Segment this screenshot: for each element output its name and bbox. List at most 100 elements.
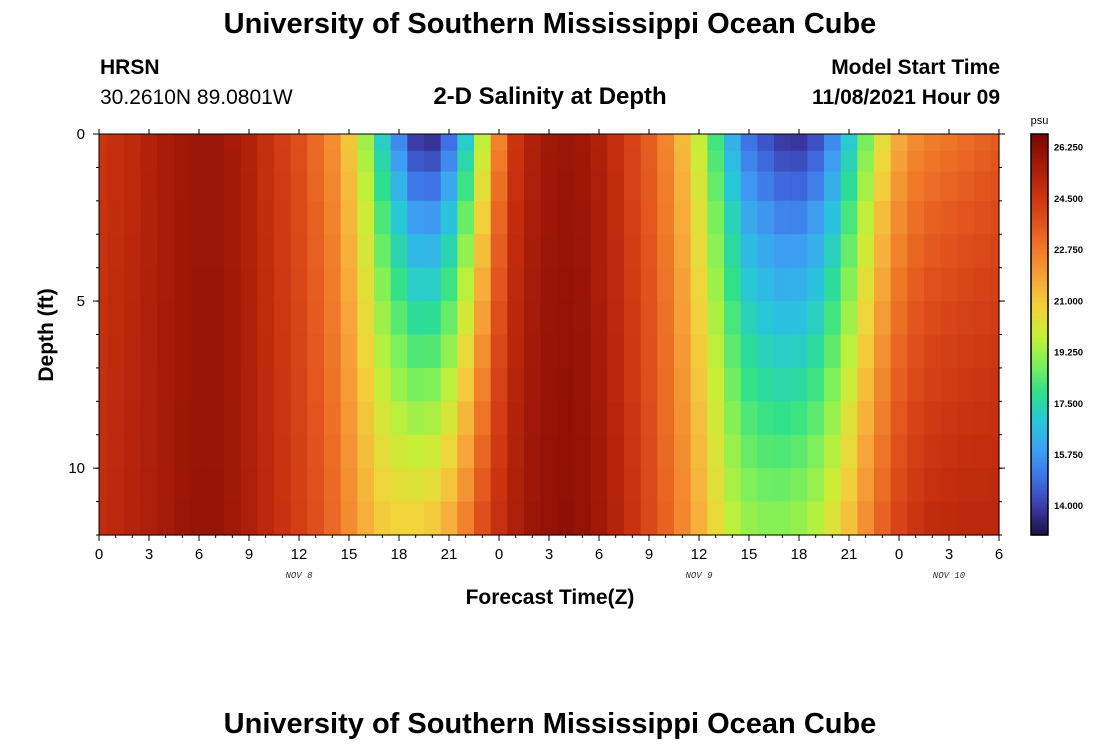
heatmap-cell xyxy=(524,134,542,152)
heatmap-cell xyxy=(740,401,758,436)
heatmap-cell xyxy=(690,367,708,402)
colorbar-segment xyxy=(1031,429,1048,433)
colorbar-segment xyxy=(1031,419,1048,423)
heatmap-cell xyxy=(590,434,608,469)
heatmap-cell xyxy=(274,234,292,269)
heatmap-cell xyxy=(224,401,242,436)
heatmap-cell xyxy=(674,234,692,269)
heatmap-cell xyxy=(390,200,408,235)
colorbar-segment xyxy=(1031,274,1048,278)
heatmap-cell xyxy=(257,200,275,235)
colorbar-segment xyxy=(1031,301,1048,306)
heatmap-cell xyxy=(274,267,292,302)
heatmap-cell xyxy=(674,150,692,173)
colorbar-segment xyxy=(1031,512,1048,516)
x-tick-label: 6 xyxy=(195,546,203,563)
heatmap-cell xyxy=(257,150,275,173)
heatmap-cell xyxy=(490,401,508,436)
heatmap-cell xyxy=(507,171,525,202)
colorbar-segment xyxy=(1031,449,1048,453)
heatmap-cell xyxy=(324,200,342,235)
heatmap-cell xyxy=(607,301,625,336)
colorbar-segment xyxy=(1031,439,1048,443)
x-tick-label: 3 xyxy=(145,546,153,563)
heatmap-cell xyxy=(924,334,942,369)
heatmap-cell xyxy=(407,200,425,235)
heatmap-cell xyxy=(374,234,392,269)
heatmap-cell xyxy=(624,401,642,436)
heatmap-cell xyxy=(574,401,592,436)
heatmap-cell xyxy=(174,267,192,302)
heatmap-cell xyxy=(474,334,492,369)
heatmap-cell xyxy=(857,234,875,269)
x-tick-label: 3 xyxy=(945,546,953,563)
heatmap-cell xyxy=(640,150,658,173)
colorbar-segment xyxy=(1031,279,1048,283)
heatmap-cell xyxy=(174,334,192,369)
heatmap-cell xyxy=(190,367,208,402)
heatmap-cell xyxy=(657,150,675,173)
heatmap-cell xyxy=(857,401,875,436)
heatmap-cell xyxy=(257,171,275,202)
heatmap-cell xyxy=(440,334,458,369)
colorbar-segment xyxy=(1031,254,1048,258)
colorbar-segment xyxy=(1031,209,1048,213)
heatmap-cell xyxy=(557,150,575,173)
heatmap-cell xyxy=(957,334,975,369)
colorbar-segment xyxy=(1031,134,1048,138)
y-axis-title: Depth (ft) xyxy=(35,288,58,381)
heatmap-cell xyxy=(657,267,675,302)
heatmap-cell xyxy=(374,468,392,503)
heatmap-cell xyxy=(190,134,208,152)
heatmap-cell xyxy=(274,301,292,336)
colorbar-segment xyxy=(1031,444,1048,448)
heatmap-cell xyxy=(557,501,575,536)
colorbar-segment xyxy=(1031,216,1048,220)
heatmap-cell xyxy=(424,301,442,336)
heatmap-cell xyxy=(390,171,408,202)
heatmap-cell xyxy=(640,200,658,235)
colorbar-segment xyxy=(1031,337,1048,341)
heatmap-cell xyxy=(307,434,325,469)
heatmap-cell xyxy=(974,334,992,369)
colorbar-segment xyxy=(1031,319,1048,323)
heatmap-cell xyxy=(357,267,375,302)
colorbar-segment xyxy=(1031,424,1048,428)
heatmap-cell xyxy=(640,367,658,402)
heatmap-cell xyxy=(907,171,925,202)
heatmap-cell xyxy=(190,334,208,369)
heatmap-cell xyxy=(374,401,392,436)
colorbar-tick-label: 21.000 xyxy=(1054,296,1083,307)
heatmap-cell xyxy=(490,434,508,469)
heatmap-cell xyxy=(607,200,625,235)
heatmap-cell xyxy=(990,234,1000,269)
colorbar-segment xyxy=(1031,249,1048,253)
heatmap-cell xyxy=(540,234,558,269)
heatmap-cell xyxy=(724,401,742,436)
heatmap-cell xyxy=(707,468,725,503)
heatmap-cell xyxy=(707,334,725,369)
colorbar-segment xyxy=(1031,414,1048,418)
heatmap-cell xyxy=(607,334,625,369)
heatmap-cell xyxy=(424,267,442,302)
heatmap-cell xyxy=(340,234,358,269)
heatmap-cell xyxy=(374,301,392,336)
heatmap-cell xyxy=(457,301,475,336)
heatmap-cell xyxy=(724,301,742,336)
heatmap-cell xyxy=(907,367,925,402)
colorbar-segment xyxy=(1031,196,1048,200)
heatmap-cell xyxy=(157,267,175,302)
colorbar-segment xyxy=(1031,311,1048,316)
heatmap-cell xyxy=(707,150,725,173)
heatmap-cell xyxy=(357,367,375,402)
heatmap-cell xyxy=(807,334,825,369)
heatmap-cell xyxy=(307,150,325,173)
heatmap-cell xyxy=(624,334,642,369)
heatmap-cell xyxy=(340,267,358,302)
heatmap-cell xyxy=(807,234,825,269)
heatmap-cell xyxy=(290,234,308,269)
colorbar-segment xyxy=(1031,489,1048,493)
heatmap-cell xyxy=(307,334,325,369)
heatmap-cell xyxy=(324,234,342,269)
heatmap-cell xyxy=(874,234,892,269)
